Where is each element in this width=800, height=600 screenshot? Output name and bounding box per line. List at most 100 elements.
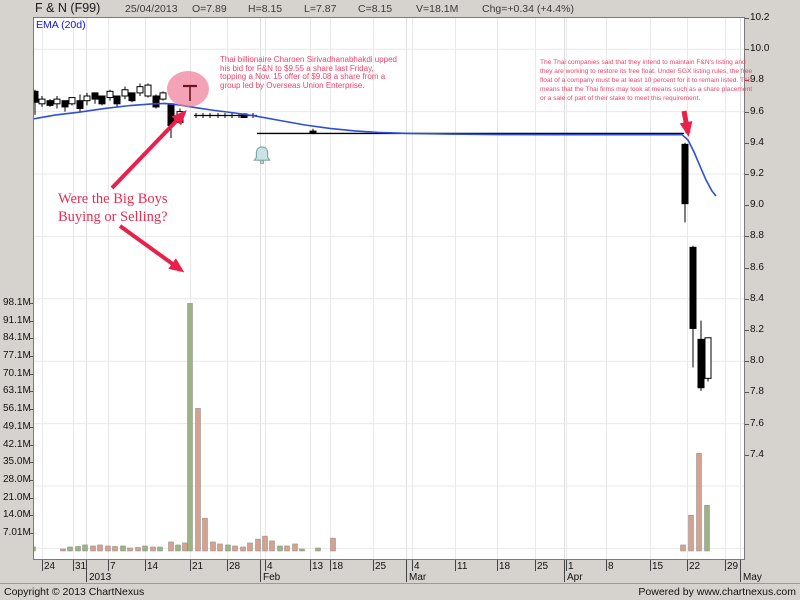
week-tick-label: 18 [499,561,511,572]
week-tick-mark [73,560,74,571]
ema-indicator-label[interactable]: EMA (20d) [36,19,86,31]
volume-bar [120,545,126,552]
price-tick-mark [745,298,749,300]
candle-body [98,95,106,105]
price-tick-label: 8.4 [750,292,764,304]
quote-low: L=7.87 [304,3,337,15]
volume-bar [60,548,66,552]
volume-bar [202,517,208,552]
candle-body [53,98,61,105]
volume-bar [75,546,81,552]
month-tick-mark [406,560,407,582]
annotation-arrow [110,110,187,190]
volume-tick-mark [29,426,33,428]
volume-bar [97,544,103,552]
price-volume-chart[interactable] [33,17,745,560]
annotation-note-listing: The Thai companies said that they intend… [540,58,752,103]
volume-tick-mark [29,373,33,375]
quote-high: H=8.15 [248,3,283,15]
week-tick-label: 21 [192,561,204,572]
week-tick-label: 22 [689,561,701,572]
week-tick-label: 11 [457,561,468,572]
candle-body [91,92,99,100]
price-tick-mark [745,267,749,269]
week-tick-label: 28 [229,561,241,572]
volume-tick-label: 28.0M [3,473,31,485]
annotation-arrow [118,224,185,273]
month-tick-mark [740,560,741,582]
volume-tick-mark [29,303,33,304]
quote-volume: V=18.1M [416,3,459,15]
powered-by-link[interactable]: Powered by www.chartnexus.com [638,586,796,598]
volume-tick-label: 63.1M [3,385,31,397]
volume-tick-mark [29,391,33,393]
month-tick-mark [260,560,261,582]
price-tick-label: 9.2 [750,168,764,179]
week-tick-mark [108,560,109,571]
price-tick-mark [745,454,749,456]
volume-tick-label: 91.1M [3,314,31,326]
volume-bar [225,544,231,552]
volume-bar [210,541,216,552]
candle-body [144,84,152,97]
chart-canvas [33,17,745,560]
price-tick-label: 9.6 [750,105,764,117]
week-tick-label: 25 [375,561,387,572]
price-tick-mark [745,174,749,175]
copyright-text: Copyright © 2013 ChartNexus [4,586,145,598]
volume-bar [284,545,290,552]
footer-bar: Copyright © 2013 ChartNexus Powered by w… [0,583,800,600]
week-tick-label: 31 [75,561,87,572]
price-tick-mark [745,80,749,82]
candle-body [68,97,76,105]
volume-bar [105,545,111,552]
annotation-arrow [679,110,693,137]
volume-bar [175,544,181,552]
volume-tick-mark [29,462,33,464]
week-tick-mark [373,560,374,571]
price-tick-label: 10.0 [750,43,770,55]
volume-bar [82,544,88,552]
volume-tick-label: 77.1M [3,350,31,362]
volume-bar [247,542,253,552]
volume-bar [277,545,283,552]
volume-bar [262,535,268,552]
volume-tick-label: 21.0M [3,491,31,503]
week-tick-label: 14 [147,561,159,572]
candle-body [46,100,54,106]
week-tick-label: 24 [44,561,56,572]
month-tick-label: Apr [567,571,583,583]
candle-body [113,95,121,105]
week-tick-mark [227,560,228,571]
price-tick-mark [745,18,749,19]
price-tick-label: 7.4 [750,448,764,460]
week-tick-mark [412,560,413,571]
price-tick-label: 8.0 [750,355,764,367]
month-tick-label: 2013 [89,571,112,583]
candle-body [83,95,91,102]
price-tick-mark [745,142,749,144]
candle-body [136,86,144,94]
week-tick-mark [606,560,607,571]
volume-bar [150,546,156,552]
volume-bar [688,514,694,552]
candle-body [121,89,129,97]
symbol-title: F & N (F99) [35,1,101,15]
price-tick-label: 8.6 [750,261,764,273]
volume-bar [142,545,148,552]
week-tick-label: 13 [312,561,324,572]
volume-tick-label: 56.1M [3,403,31,415]
candle-body [159,92,167,100]
annotation-note-bid: Thai billionaire Charoen Sirivadhanabhak… [220,55,397,90]
candle-body [152,95,160,108]
volume-tick-label: 98.1M [3,297,31,308]
candle-body [681,143,689,205]
annotation-question: Were the Big Boys Buying or Selling? [58,190,168,226]
annotation-note-bid-line: topping a Nov. 15 offer of $9.08 a share… [220,72,386,82]
price-tick-label: 10.2 [750,12,770,23]
volume-tick-mark [29,532,33,534]
week-tick-label: 4 [414,561,420,572]
volume-tick-mark [29,338,33,340]
alert-bell-icon[interactable] [250,143,274,174]
candle-body [697,338,705,389]
